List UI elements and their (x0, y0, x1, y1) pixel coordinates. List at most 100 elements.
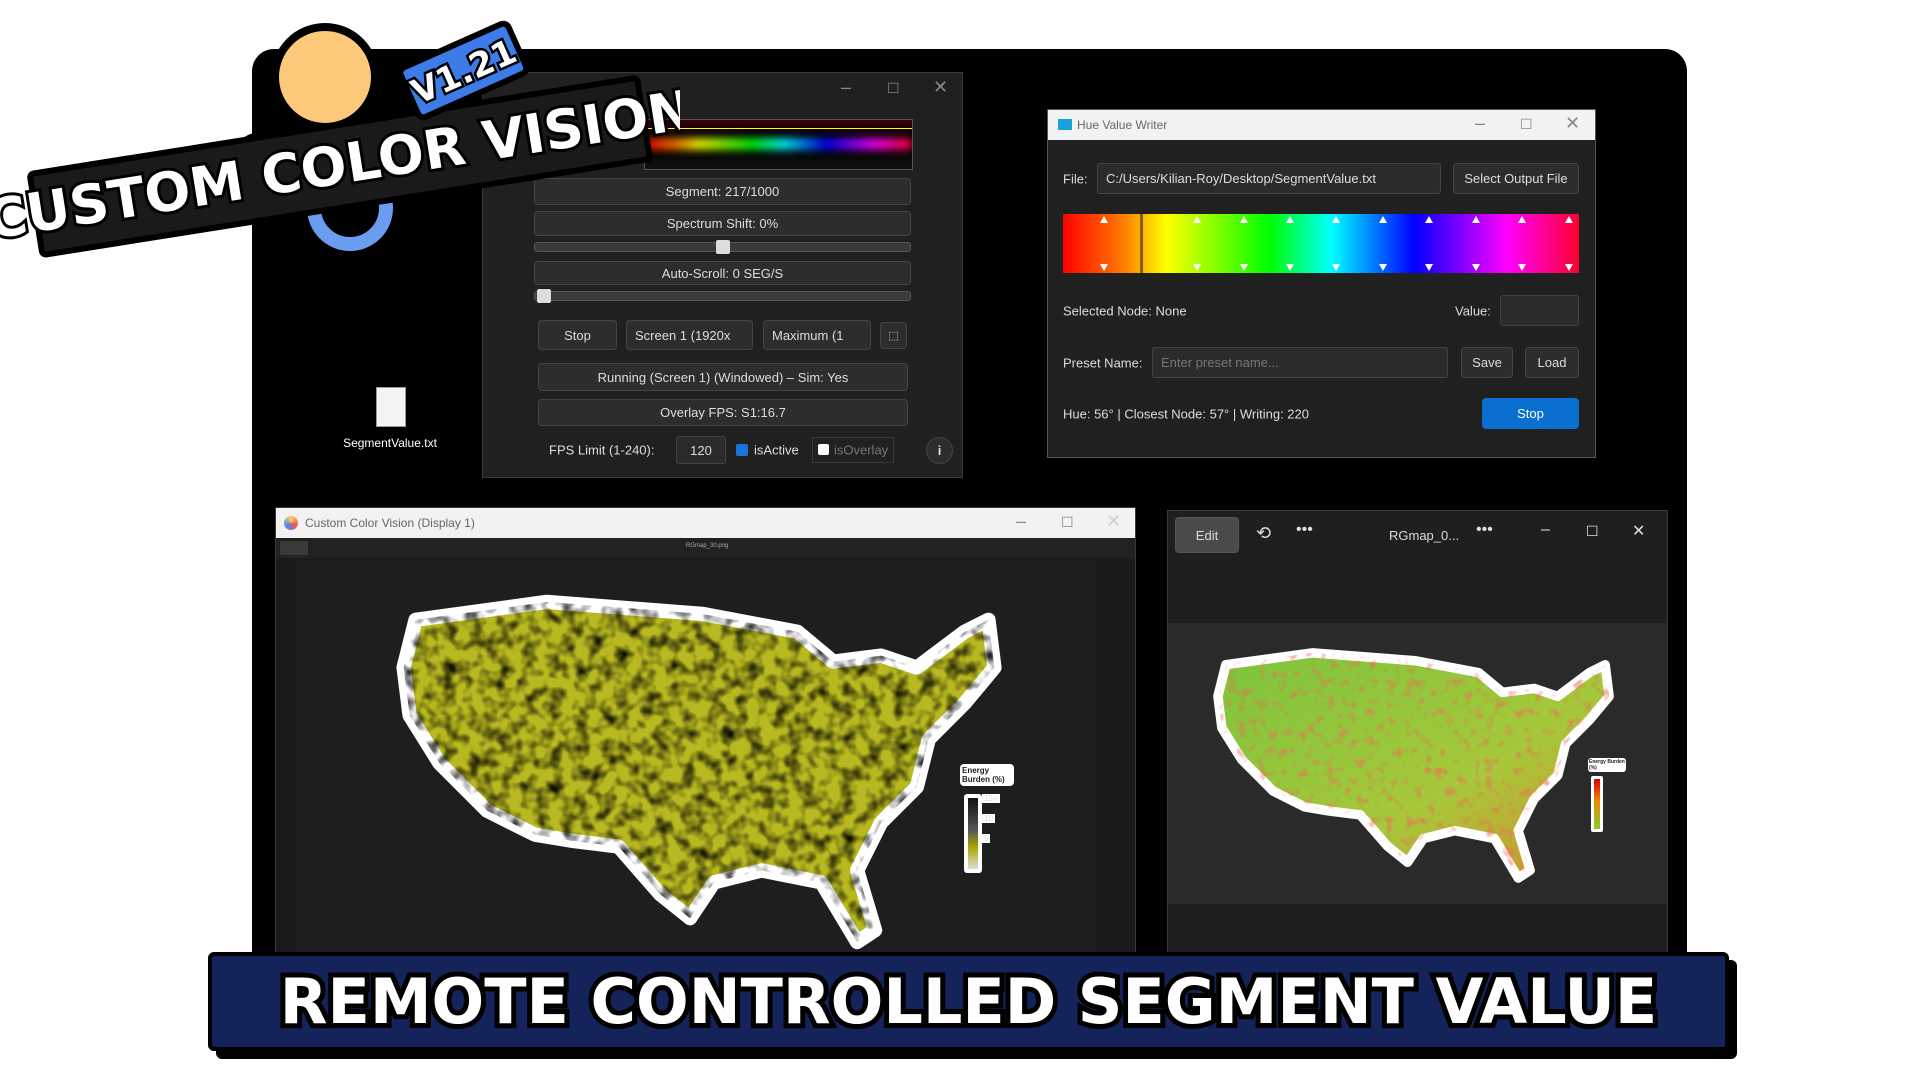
app-icon (1058, 119, 1072, 130)
stop-button[interactable]: Stop (1482, 398, 1579, 429)
legend-bar (968, 798, 978, 869)
map-noise (1217, 652, 1610, 879)
close[interactable]: ✕ (1632, 523, 1646, 540)
maximize[interactable]: ☐ (1061, 514, 1074, 530)
node-marker[interactable] (1286, 264, 1295, 271)
file-icon[interactable] (376, 387, 406, 427)
preset-label: Preset Name: (1063, 355, 1143, 371)
slider-thumb[interactable] (716, 240, 730, 254)
file-name: RGmap_0... (1389, 528, 1460, 543)
legend: Energy Burden (%) (1588, 758, 1628, 838)
info-button[interactable]: i (926, 437, 953, 464)
node-marker[interactable] (1471, 216, 1480, 223)
map-texture (1217, 652, 1610, 879)
minimize[interactable]: – (1541, 521, 1550, 538)
minimize[interactable]: – (1016, 511, 1027, 531)
legend-title: Energy Burden (%) (1588, 758, 1626, 772)
checkbox[interactable] (818, 444, 829, 455)
file-path[interactable]: C:/Users/Kilian-Roy/Desktop/SegmentValue… (1097, 163, 1441, 194)
node-marker[interactable] (1471, 264, 1480, 271)
toolbar: RGmap_30.png (276, 538, 1135, 558)
node-marker[interactable] (1100, 216, 1109, 223)
legend-tick: 15+ (982, 794, 1000, 803)
more-button[interactable]: ••• (1296, 521, 1313, 538)
segment-display: Segment: 217/1000 (534, 178, 911, 205)
hue-spectrum[interactable] (1063, 214, 1579, 273)
node-marker[interactable] (1425, 216, 1434, 223)
map-view (396, 594, 1002, 950)
auto-scroll-label: Auto-Scroll: 0 SEG/S (534, 261, 911, 285)
photos-window: Edit ⟲ ••• RGmap_0... ••• – ☐ ✕ Energy B… (1167, 510, 1668, 954)
node-marker[interactable] (1564, 264, 1573, 271)
node-marker[interactable] (1100, 264, 1109, 271)
node-marker[interactable] (1193, 264, 1202, 271)
close[interactable]: ✕ (1106, 511, 1122, 531)
app-icon (284, 516, 298, 530)
window-title: Hue Value Writer (1077, 118, 1168, 132)
spectrum-shift-label: Spectrum Shift: 0% (534, 211, 911, 236)
fps-limit-input[interactable]: 120 (676, 436, 726, 464)
maximize[interactable]: ☐ (887, 80, 900, 96)
file-label: File: (1063, 171, 1088, 187)
title-bar: Custom Color Vision (Display 1) – ☐ ✕ (276, 508, 1135, 538)
load-button[interactable]: Load (1525, 347, 1579, 378)
checkbox-label: isActive (754, 442, 799, 458)
node-marker[interactable] (1286, 216, 1295, 223)
node-marker[interactable] (1425, 264, 1434, 271)
value-label: Value: (1455, 303, 1491, 319)
logo-label-bg (27, 75, 653, 258)
maximize[interactable]: ☐ (1520, 116, 1533, 132)
node-marker[interactable] (1332, 216, 1341, 223)
maximize[interactable]: ☐ (1586, 523, 1599, 539)
scroll-slider[interactable] (534, 291, 911, 301)
display-window: Custom Color Vision (Display 1) – ☐ ✕ RG… (275, 507, 1136, 954)
window-title: Custom Color Vision (Display 1) (305, 516, 475, 530)
region-button[interactable]: ⬚ (880, 322, 907, 349)
minimize[interactable]: – (1475, 113, 1486, 133)
file-icon-label[interactable]: SegmentValue.txt (343, 436, 437, 450)
mode-dropdown[interactable]: Maximum (1 (763, 320, 871, 350)
close[interactable]: ✕ (933, 77, 949, 97)
checkbox-label: isOverlay (834, 442, 889, 458)
legend-bar (1594, 779, 1600, 829)
spectrum-line (645, 128, 912, 129)
legend: Energy Burden (%) 15+ 10 5 (960, 764, 1018, 873)
node-marker[interactable] (1378, 216, 1387, 223)
more-button[interactable]: ••• (1476, 521, 1493, 538)
node-marker[interactable] (1518, 216, 1527, 223)
node-marker[interactable] (1193, 216, 1202, 223)
legend-tick: 10 (982, 814, 995, 823)
node-marker[interactable] (1564, 216, 1573, 223)
select-file-button[interactable]: Select Output File (1453, 163, 1579, 194)
edit-button[interactable] (280, 541, 308, 555)
node-marker[interactable] (1518, 264, 1527, 271)
hue-cursor (1140, 214, 1143, 273)
version-bg (397, 20, 530, 121)
close[interactable]: ✕ (1565, 113, 1581, 133)
legend-tick: 5 (982, 834, 991, 843)
minimize[interactable]: – (841, 77, 852, 97)
save-button[interactable]: Save (1461, 347, 1513, 378)
edit-button[interactable]: Edit (1175, 517, 1239, 553)
overlay-box (812, 437, 894, 463)
value-input[interactable] (1500, 295, 1579, 326)
legend-title: Energy Burden (%) (960, 764, 1014, 786)
checkbox-checked[interactable] (736, 444, 748, 456)
node-marker[interactable] (1332, 264, 1341, 271)
banner: REMOTE CONTROLLED SEGMENT VALUE (208, 952, 1729, 1051)
screen-dropdown[interactable]: Screen 1 (1920x (626, 320, 753, 350)
logo-circle-yellow (271, 23, 379, 131)
preset-input[interactable]: Enter preset name... (1152, 347, 1448, 378)
spectrum-glow (645, 138, 912, 150)
node-marker[interactable] (1239, 264, 1248, 271)
node-marker[interactable] (1239, 216, 1248, 223)
selected-node: Selected Node: None (1063, 303, 1187, 319)
stop-button[interactable]: Stop (538, 320, 617, 350)
rotate-button[interactable]: ⟲ (1256, 523, 1272, 543)
spectrum-view (644, 119, 913, 170)
node-marker[interactable] (1378, 264, 1387, 271)
slider-thumb[interactable] (537, 289, 551, 303)
logo: CUSTOM COLOR VISION V1.21 (0, 20, 680, 258)
